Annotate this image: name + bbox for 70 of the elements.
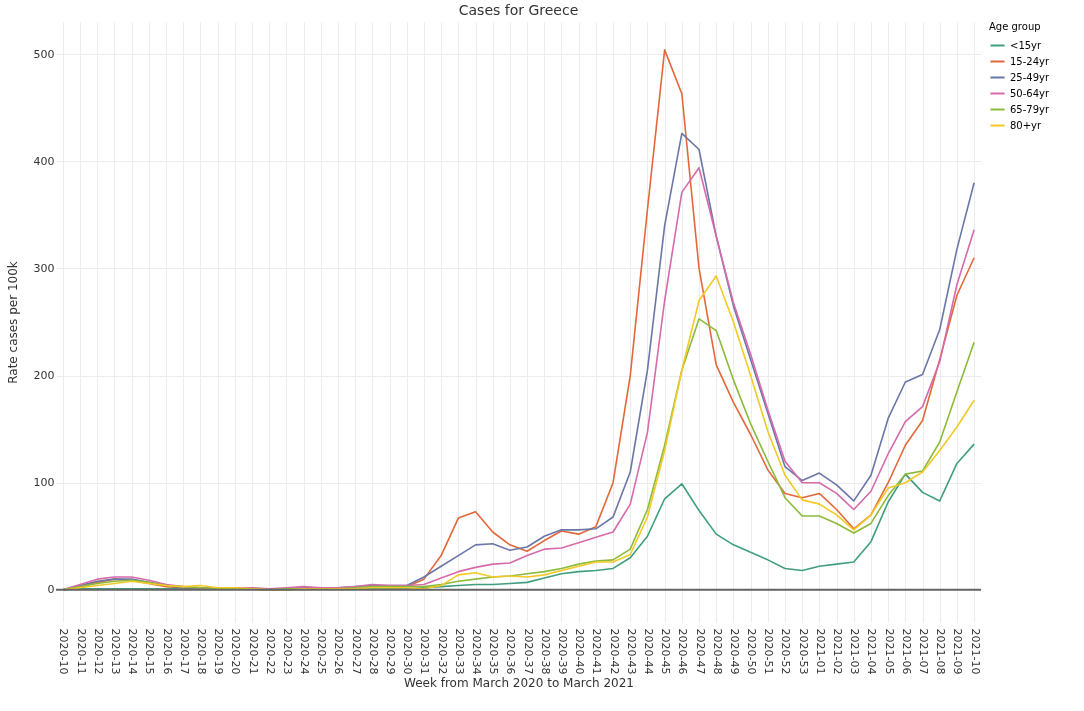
y-axis-title: Rate cases per 100k [5, 261, 20, 384]
x-tick-label: 2020-15 [143, 628, 157, 675]
x-tick-label: 2021-03 [848, 628, 862, 675]
x-tick-label: 2020-41 [590, 628, 604, 675]
x-tick-label: 2020-53 [796, 628, 810, 675]
x-tick-label: 2020-19 [212, 628, 226, 675]
x-tick-label: 2020-30 [401, 628, 415, 675]
legend-label: 65-79yr [1010, 103, 1050, 115]
x-tick-label: 2020-45 [659, 628, 673, 675]
x-tick-label: 2020-14 [126, 628, 140, 675]
x-tick-label: 2020-24 [298, 628, 312, 675]
x-tick-label: 2021-06 [899, 628, 913, 675]
y-tick-label: 100 [33, 476, 55, 490]
legend-label: 50-64yr [1010, 87, 1050, 99]
y-tick-label: 500 [33, 47, 55, 61]
x-tick-label: 2020-36 [504, 628, 518, 675]
x-tick-label: 2020-38 [538, 628, 552, 675]
x-tick-label: 2020-39 [555, 628, 569, 675]
legend-label: <15yr [1010, 39, 1043, 51]
x-tick-label: 2020-51 [762, 628, 776, 675]
x-tick-label: 2020-26 [332, 628, 346, 675]
x-tick-label: 2020-23 [280, 628, 294, 675]
chart-title: Cases for Greece [458, 2, 579, 18]
x-tick-label: 2021-07 [917, 628, 931, 675]
x-tick-label: 2020-42 [607, 628, 621, 675]
x-tick-label: 2021-02 [831, 628, 845, 675]
y-tick-label: 400 [33, 154, 55, 168]
x-tick-label: 2021-08 [934, 628, 948, 675]
x-tick-label: 2020-34 [470, 628, 484, 675]
x-tick-label: 2020-35 [487, 628, 501, 675]
x-tick-label: 2020-31 [418, 628, 432, 675]
legend-label: 15-24yr [1010, 55, 1050, 67]
legend-label: 25-49yr [1010, 71, 1050, 83]
x-tick-label: 2020-28 [366, 628, 380, 675]
x-tick-label: 2020-13 [108, 628, 122, 675]
x-tick-label: 2020-27 [349, 628, 363, 675]
legend-label: 80+yr [1010, 119, 1043, 131]
y-tick-label: 0 [47, 583, 55, 597]
x-tick-label: 2020-43 [624, 628, 638, 675]
x-tick-label: 2021-10 [968, 628, 982, 675]
x-tick-label: 2020-12 [91, 628, 105, 675]
x-tick-label: 2020-32 [435, 628, 449, 675]
x-axis-title: Week from March 2020 to March 2021 [404, 676, 634, 691]
x-tick-label: 2020-33 [452, 628, 466, 675]
x-tick-label: 2020-49 [727, 628, 741, 675]
x-tick-label: 2021-04 [865, 628, 879, 675]
x-tick-label: 2020-17 [177, 628, 191, 675]
x-tick-label: 2020-16 [160, 628, 174, 675]
y-tick-label: 300 [33, 261, 55, 275]
x-tick-label: 2020-25 [315, 628, 329, 675]
x-tick-label: 2020-10 [57, 628, 71, 675]
x-tick-label: 2020-46 [676, 628, 690, 675]
x-tick-label: 2020-18 [194, 628, 208, 675]
x-tick-label: 2020-48 [710, 628, 724, 675]
x-tick-label: 2020-44 [641, 628, 655, 675]
x-tick-label: 2020-37 [521, 628, 535, 675]
x-tick-label: 2020-47 [693, 628, 707, 675]
x-tick-label: 2020-22 [263, 628, 277, 675]
x-tick-label: 2020-40 [573, 628, 587, 675]
x-tick-label: 2020-52 [779, 628, 793, 675]
x-tick-label: 2020-11 [74, 628, 88, 675]
x-tick-label: 2020-50 [745, 628, 759, 675]
x-tick-label: 2021-05 [882, 628, 896, 675]
y-tick-label: 200 [33, 369, 55, 383]
legend-title: Age group [989, 21, 1041, 32]
x-tick-label: 2021-09 [951, 628, 965, 675]
x-tick-label: 2021-01 [813, 628, 827, 675]
x-tick-label: 2020-21 [246, 628, 260, 675]
x-tick-label: 2020-29 [384, 628, 398, 675]
x-tick-label: 2020-20 [229, 628, 243, 675]
